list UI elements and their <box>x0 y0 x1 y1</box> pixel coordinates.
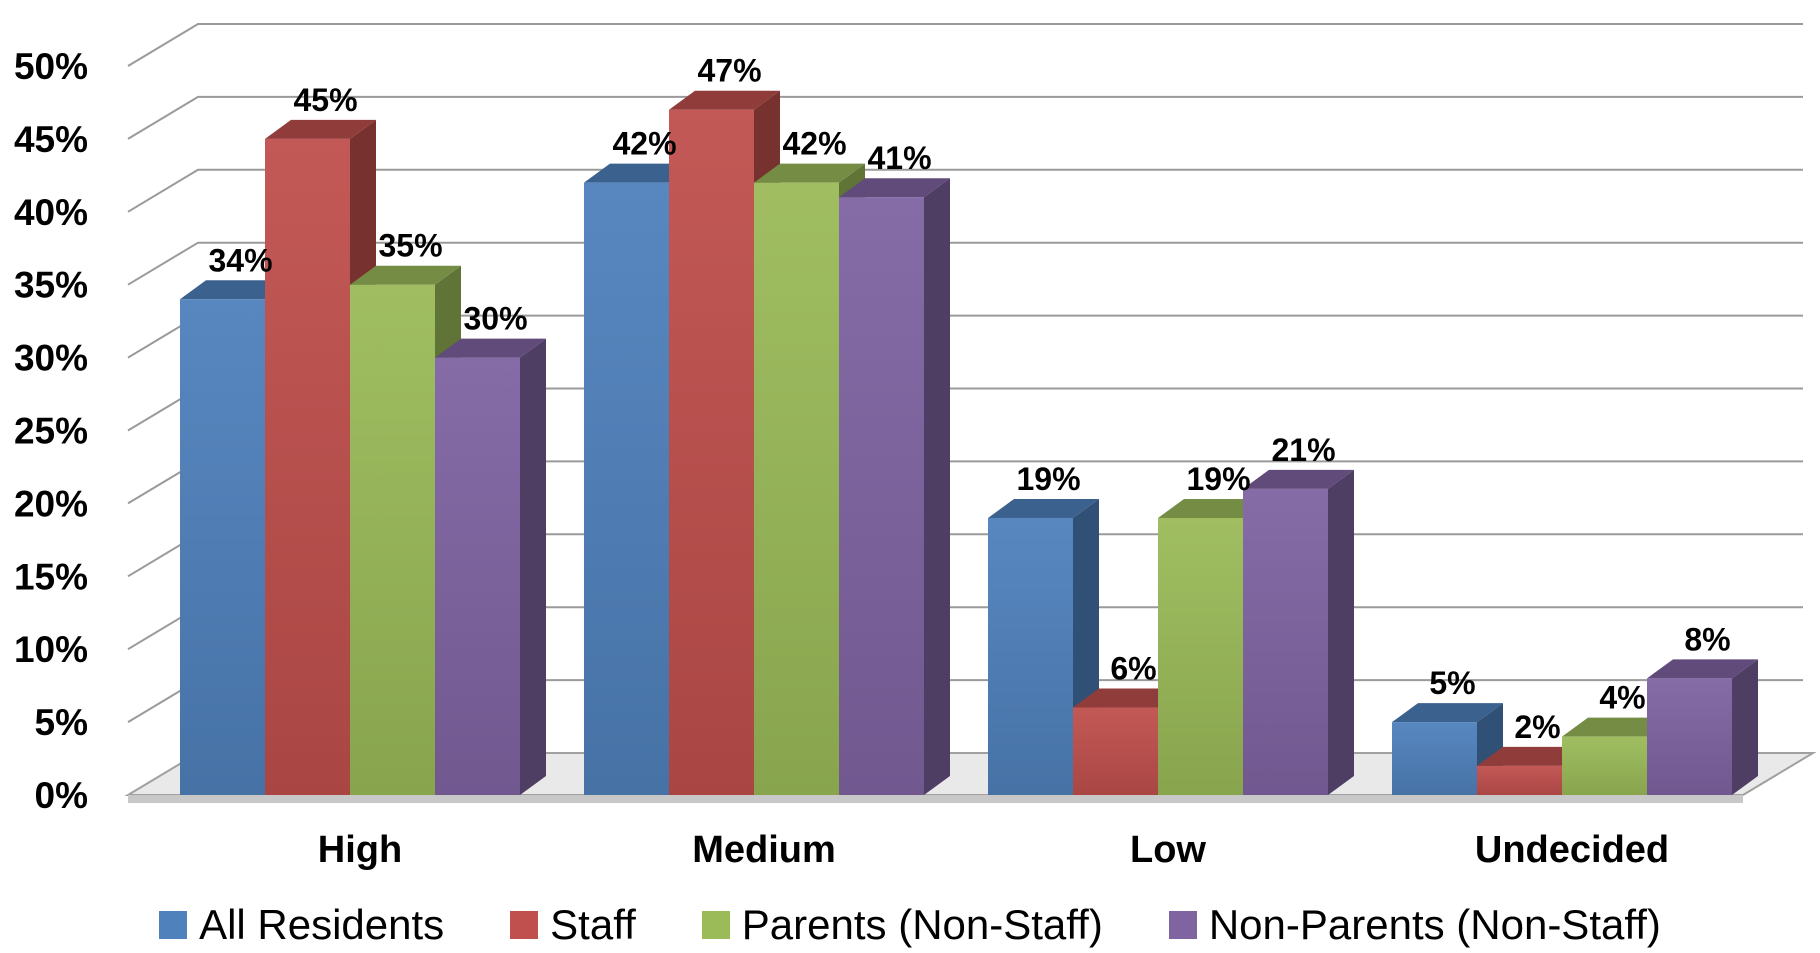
bar-front <box>754 182 839 795</box>
data-label: 19% <box>1016 461 1080 497</box>
bar-top <box>584 163 695 183</box>
x-axis: High Medium Low Undecided <box>318 829 1669 871</box>
y-tick-label: 5% <box>35 702 88 743</box>
bar-front <box>1647 678 1732 795</box>
bar-top <box>839 178 950 198</box>
bar-side <box>1732 659 1758 795</box>
chart-legend: All Residents Staff Parents (Non-Staff) Non… <box>0 900 1820 950</box>
data-label: 6% <box>1110 651 1156 687</box>
bar-top <box>754 163 865 183</box>
legend-swatch <box>510 911 539 939</box>
data-label: 5% <box>1429 665 1475 701</box>
data-label: 35% <box>378 228 442 264</box>
bar-side <box>520 338 546 795</box>
data-label: 42% <box>612 126 676 162</box>
bar-front <box>1073 707 1158 795</box>
legend-item: Parents (Non-Staff) <box>701 901 1103 949</box>
bars <box>180 90 1758 796</box>
bar-side <box>924 178 950 796</box>
chart-floor-edge <box>128 795 1743 803</box>
y-tick-label: 25% <box>14 411 88 452</box>
bar <box>839 178 950 796</box>
data-label: 19% <box>1186 461 1250 497</box>
legend-swatch <box>701 911 730 939</box>
y-tick-label: 0% <box>35 775 88 816</box>
data-label: 47% <box>697 53 761 89</box>
gridline <box>127 23 1803 67</box>
y-tick-label: 50% <box>14 46 88 87</box>
bar-top <box>435 338 546 358</box>
bar <box>1647 659 1758 795</box>
bar-top <box>180 280 291 300</box>
data-labels: 34% 45% 35% 30% 42% 47% 42% 41% 19% 6% 19% 21% 5% 2% 4… <box>208 53 1730 745</box>
y-tick-label: 10% <box>14 629 88 670</box>
bar-top <box>1073 688 1184 708</box>
data-label: 45% <box>293 82 357 118</box>
y-tick-label: 35% <box>14 265 88 306</box>
x-category-label: Undecided <box>1475 829 1669 871</box>
legend-item: All Residents <box>159 901 444 949</box>
legend-label: Staff <box>550 901 636 948</box>
data-label: 21% <box>1271 432 1335 468</box>
gridline <box>127 95 1803 140</box>
y-axis: 0% 5% 10% 15% 20% 25% 30% 35% 40% 45% 50% <box>14 46 88 816</box>
bar-top <box>350 265 461 285</box>
y-tick-label: 30% <box>14 338 88 379</box>
bar-front <box>1158 517 1243 795</box>
bar-front <box>988 517 1073 795</box>
legend-swatch <box>1168 911 1197 939</box>
bar <box>1392 703 1503 795</box>
bar-top <box>1477 746 1588 766</box>
legend-label: Parents (Non-Staff) <box>741 901 1103 948</box>
bar <box>435 338 546 795</box>
legend-item: Staff <box>510 901 636 949</box>
bar-front <box>1562 736 1647 795</box>
y-tick-label: 20% <box>14 483 88 524</box>
bar-top <box>1647 659 1758 679</box>
bar-front <box>435 357 520 795</box>
bar-side <box>1328 469 1354 795</box>
y-tick-label: 15% <box>14 556 88 597</box>
y-tick-label: 45% <box>14 119 88 160</box>
bar-top <box>1392 703 1503 723</box>
legend-label: Non-Parents (Non-Staff) <box>1208 901 1661 948</box>
data-label: 30% <box>463 301 527 337</box>
bar-front <box>1392 722 1477 795</box>
bar-front <box>1243 488 1328 795</box>
bar-top <box>1243 469 1354 489</box>
data-label: 34% <box>208 242 272 278</box>
x-category-label: High <box>318 829 402 871</box>
bar-top <box>265 119 376 139</box>
y-tick-label: 40% <box>14 192 88 233</box>
bar-top <box>1158 498 1269 518</box>
x-category-label: Medium <box>692 829 836 871</box>
gridline <box>127 241 1803 286</box>
gridline <box>127 168 1803 213</box>
data-label: 41% <box>867 140 931 176</box>
legend-label: All Residents <box>199 901 445 948</box>
bar-front <box>669 109 754 796</box>
bar-front <box>1477 765 1562 795</box>
legend-swatch <box>159 911 188 939</box>
bar <box>1243 469 1354 795</box>
bar-front <box>839 197 924 796</box>
bar-front <box>180 299 265 795</box>
bar-top <box>669 90 780 110</box>
data-label: 4% <box>1599 680 1645 716</box>
legend-item: Non-Parents (Non-Staff) <box>1168 901 1661 949</box>
bar-front <box>584 182 669 795</box>
data-label: 8% <box>1684 621 1730 657</box>
bar-front <box>265 138 350 795</box>
bar-top <box>1562 717 1673 737</box>
x-category-label: Low <box>1130 829 1206 871</box>
bar-front <box>350 284 435 795</box>
data-label: 2% <box>1514 709 1560 745</box>
bar-top <box>988 498 1099 518</box>
data-label: 42% <box>782 126 846 162</box>
